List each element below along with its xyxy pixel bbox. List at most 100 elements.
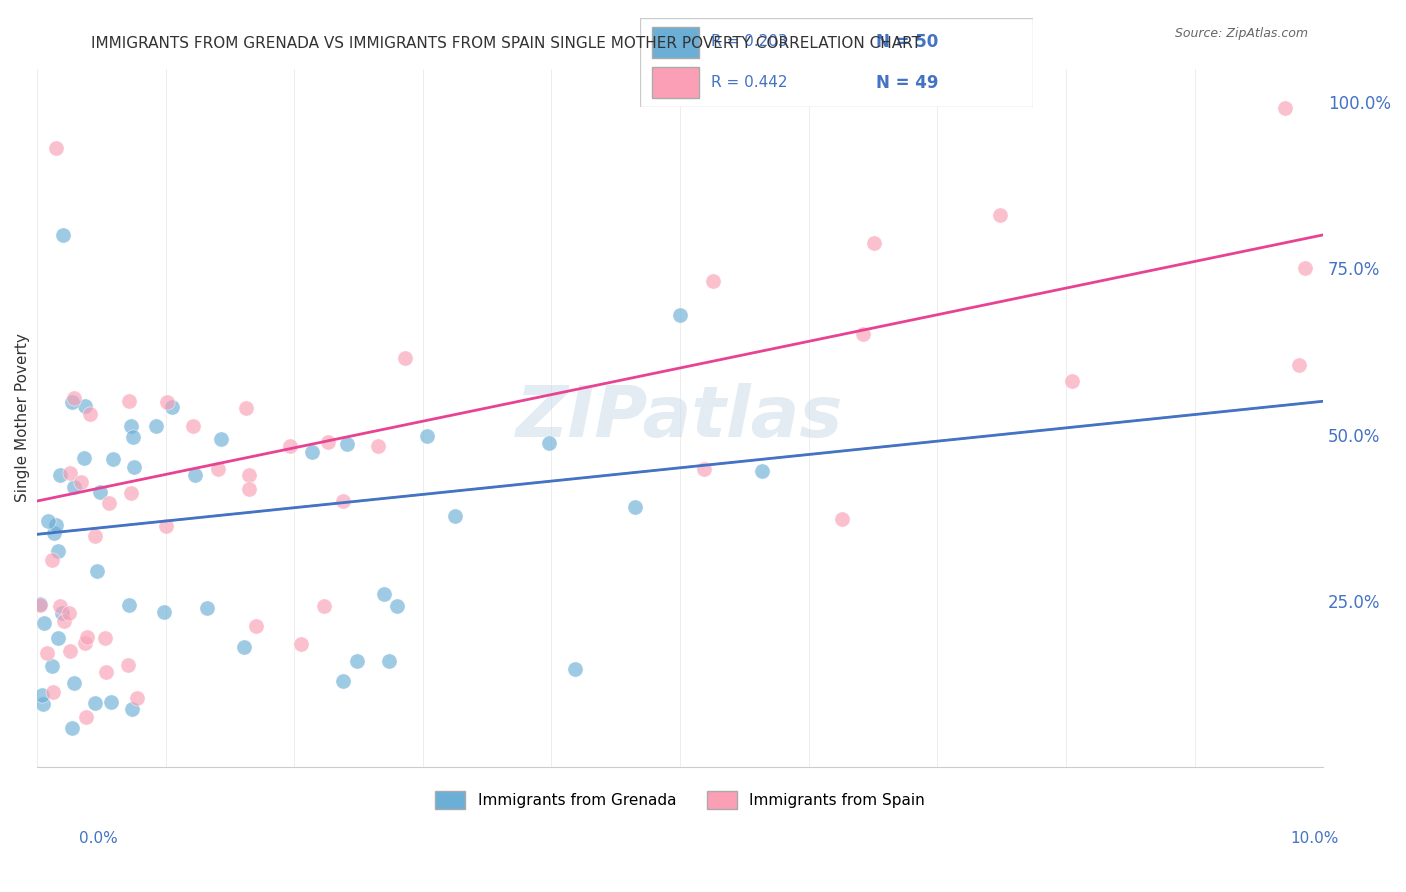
- Point: [122, 430, 145, 444]
- Point: [155, 519, 177, 533]
- Point: [94, 631, 117, 645]
- Point: [97, 496, 120, 510]
- Point: [346, 654, 368, 668]
- Point: [1288, 358, 1310, 372]
- Point: [75, 636, 97, 650]
- Point: [988, 208, 1011, 222]
- Point: [367, 438, 389, 452]
- Point: [118, 598, 141, 612]
- Point: [145, 419, 167, 434]
- Text: IMMIGRANTS FROM GRENADA VS IMMIGRANTS FROM SPAIN SINGLE MOTHER POVERTY CORRELATI: IMMIGRANTS FROM GRENADA VS IMMIGRANTS FR…: [91, 36, 921, 51]
- Point: [751, 464, 773, 478]
- Point: [238, 467, 260, 482]
- Point: [181, 419, 204, 434]
- Point: [37, 514, 59, 528]
- Point: [45, 517, 67, 532]
- Point: [42, 685, 65, 699]
- Point: [209, 432, 232, 446]
- Point: [37, 646, 59, 660]
- Point: [207, 462, 229, 476]
- Text: N = 50: N = 50: [876, 33, 938, 51]
- Point: [75, 710, 97, 724]
- Point: [32, 697, 55, 711]
- Point: [45, 141, 67, 155]
- Point: [51, 606, 73, 620]
- Point: [117, 657, 139, 672]
- Point: [44, 526, 66, 541]
- Point: [416, 429, 439, 443]
- Point: [121, 702, 143, 716]
- Point: [58, 606, 80, 620]
- Point: [301, 445, 323, 459]
- Point: [41, 553, 63, 567]
- Point: [62, 722, 84, 736]
- Point: [862, 235, 884, 250]
- Point: [156, 395, 179, 409]
- Point: [96, 665, 118, 680]
- Point: [49, 467, 72, 482]
- Point: [41, 659, 63, 673]
- Point: [831, 512, 853, 526]
- Point: [443, 509, 465, 524]
- Point: [70, 475, 93, 489]
- Point: [378, 654, 401, 668]
- Point: [79, 407, 101, 421]
- Point: [232, 640, 254, 654]
- Point: [63, 391, 86, 405]
- Point: [75, 399, 97, 413]
- Point: [124, 459, 146, 474]
- Text: ZIPatlas: ZIPatlas: [516, 384, 844, 452]
- Point: [59, 644, 82, 658]
- Point: [84, 529, 107, 543]
- Point: [120, 486, 142, 500]
- Point: [702, 274, 724, 288]
- Point: [100, 694, 122, 708]
- Point: [84, 696, 107, 710]
- Point: [624, 500, 647, 514]
- Point: [89, 485, 111, 500]
- Point: [336, 436, 359, 450]
- Point: [669, 308, 692, 322]
- Point: [316, 434, 339, 449]
- Point: [60, 395, 83, 409]
- Text: Source: ZipAtlas.com: Source: ZipAtlas.com: [1174, 27, 1308, 40]
- Point: [387, 599, 409, 613]
- Text: N = 49: N = 49: [876, 74, 938, 92]
- Point: [46, 544, 69, 558]
- Text: R = 0.442: R = 0.442: [710, 76, 787, 90]
- Point: [693, 461, 716, 475]
- Point: [152, 606, 174, 620]
- Legend: Immigrants from Grenada, Immigrants from Spain: Immigrants from Grenada, Immigrants from…: [429, 785, 931, 815]
- Point: [76, 630, 98, 644]
- Point: [195, 601, 218, 615]
- Point: [63, 480, 86, 494]
- Point: [120, 419, 142, 434]
- Text: R = 0.203: R = 0.203: [710, 35, 787, 49]
- Point: [280, 439, 302, 453]
- Point: [52, 227, 75, 242]
- Text: 10.0%: 10.0%: [1291, 831, 1339, 846]
- Point: [31, 688, 53, 702]
- Point: [1274, 102, 1296, 116]
- Point: [28, 598, 51, 612]
- Y-axis label: Single Mother Poverty: Single Mother Poverty: [15, 334, 30, 502]
- Point: [537, 436, 560, 450]
- FancyBboxPatch shape: [640, 18, 1033, 107]
- Point: [290, 637, 312, 651]
- Point: [28, 598, 51, 612]
- Point: [852, 327, 875, 342]
- Point: [46, 632, 69, 646]
- Point: [86, 564, 108, 578]
- Point: [32, 616, 55, 631]
- Point: [103, 452, 125, 467]
- Bar: [651, 27, 699, 58]
- Point: [52, 614, 75, 628]
- Text: 0.0%: 0.0%: [79, 831, 118, 846]
- Point: [394, 351, 416, 365]
- Point: [312, 599, 335, 614]
- Point: [245, 619, 267, 633]
- Point: [162, 400, 184, 414]
- Point: [73, 450, 96, 465]
- Point: [332, 673, 354, 688]
- Point: [373, 587, 395, 601]
